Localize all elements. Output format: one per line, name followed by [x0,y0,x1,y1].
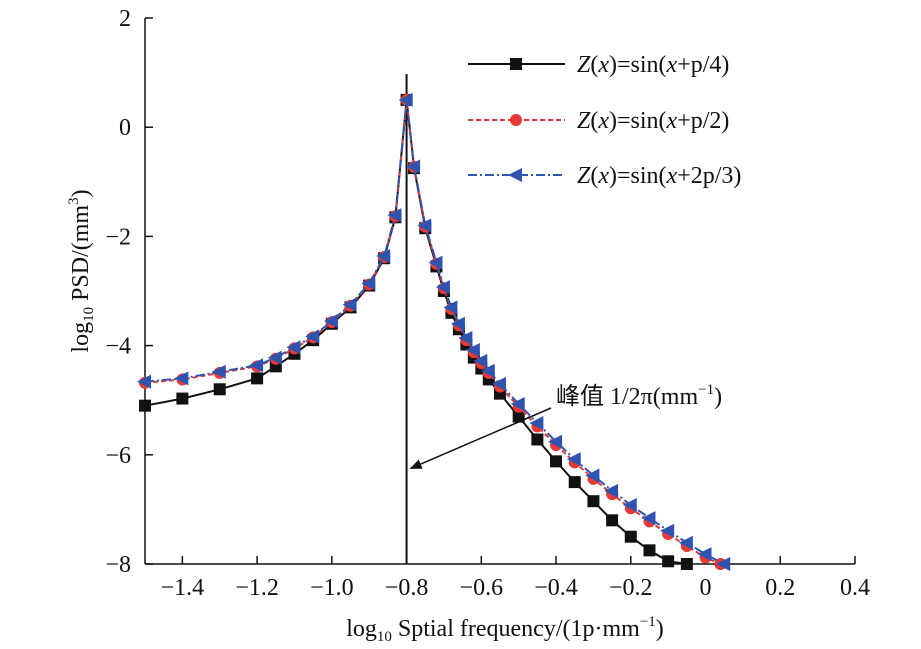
data-point [566,452,581,467]
data-point [529,416,544,431]
data-point [398,92,413,107]
data-point [508,168,522,182]
data-point [510,397,525,412]
data-point [465,342,480,357]
data-point [680,558,693,570]
legend-item-3: Z(x)=sin(x+2p/3) [468,163,741,189]
series-group [137,92,731,571]
data-point [624,530,637,543]
chart-axes: 2 0 −2 −4 −6 −8 −1.4 −1.2 −1.0 −0.8 −0.6 −0.4 −0.2 0 0… [66,6,870,645]
data-point [267,350,282,365]
data-point [678,535,693,550]
x-tick-label: −1.4 [161,575,205,601]
data-point [585,468,600,483]
data-point [550,455,563,468]
x-tick-label: −0.6 [460,575,504,601]
data-point [512,410,525,423]
legend-label: Z(x)=sin(x+p/4) [577,52,729,78]
data-point [697,547,712,562]
data-point [458,330,473,345]
data-point [443,300,458,315]
x-tick-label: 0 [700,575,712,601]
data-point [662,555,675,568]
data-point [531,433,544,446]
data-point [361,276,376,291]
data-point [387,208,402,223]
data-point [305,329,320,344]
y-tick-label: 2 [119,6,131,32]
data-point [450,316,465,331]
x-tick-label: 0.4 [840,575,870,601]
data-point [641,511,656,526]
y-tick-label: −8 [105,552,131,578]
data-point [473,353,488,368]
y-tick-label: −6 [105,443,131,469]
data-point [213,383,226,396]
x-tick-label: −1.0 [310,575,354,601]
legend-item-2: Z(x)=sin(x+p/2) [468,108,729,134]
data-point [604,483,619,498]
data-point [660,523,675,538]
annotation-group: 峰值 1/2π(mm−1) [409,382,722,470]
data-point [480,363,495,378]
data-point [492,376,506,391]
y-axis-title: log10 PSD/(mm3) [66,189,97,352]
data-point [716,557,731,571]
y-tick-label: −2 [105,224,131,250]
data-point [139,399,151,412]
data-point [342,297,357,312]
x-tick-label: −0.4 [534,575,578,601]
x-tick-label: 0.2 [765,575,795,601]
y-tick-label: −4 [105,334,131,360]
legend-item-1: Z(x)=sin(x+p/4) [468,52,729,78]
data-point [417,218,432,233]
data-point [211,364,226,379]
series-line [144,99,687,565]
series-3 [137,92,731,571]
data-point [587,495,600,508]
data-point [643,544,656,557]
data-point [174,371,189,386]
peak-annotation: 峰值 1/2π(mm−1) [556,382,722,410]
data-point [376,249,391,264]
data-point [406,159,421,174]
data-point [249,358,264,373]
legend-label: Z(x)=sin(x+p/2) [577,108,729,134]
x-tick-label: −0.8 [385,575,429,601]
data-point [137,374,151,389]
data-point [286,340,301,355]
data-point [568,476,581,489]
data-point [176,392,189,405]
data-point [323,314,338,329]
data-point [510,58,522,70]
data-point [251,372,264,385]
data-point [622,498,637,513]
annotation-arrow [409,407,552,470]
data-point [606,514,619,527]
legend: Z(x)=sin(x+p/4) Z(x)=sin(x+p/2) Z(x)=sin(x… [468,52,741,189]
x-tick-label: −0.2 [609,575,653,601]
x-tick-label: −1.2 [235,575,279,601]
data-point [510,114,522,126]
data-point [428,255,443,270]
data-point [435,280,450,295]
legend-label: Z(x)=sin(x+2p/3) [577,163,741,189]
y-tick-label: 0 [119,115,131,141]
data-point [548,434,563,449]
x-axis-title: log10 Sptial frequency/(1p·mm−1) [346,614,664,645]
